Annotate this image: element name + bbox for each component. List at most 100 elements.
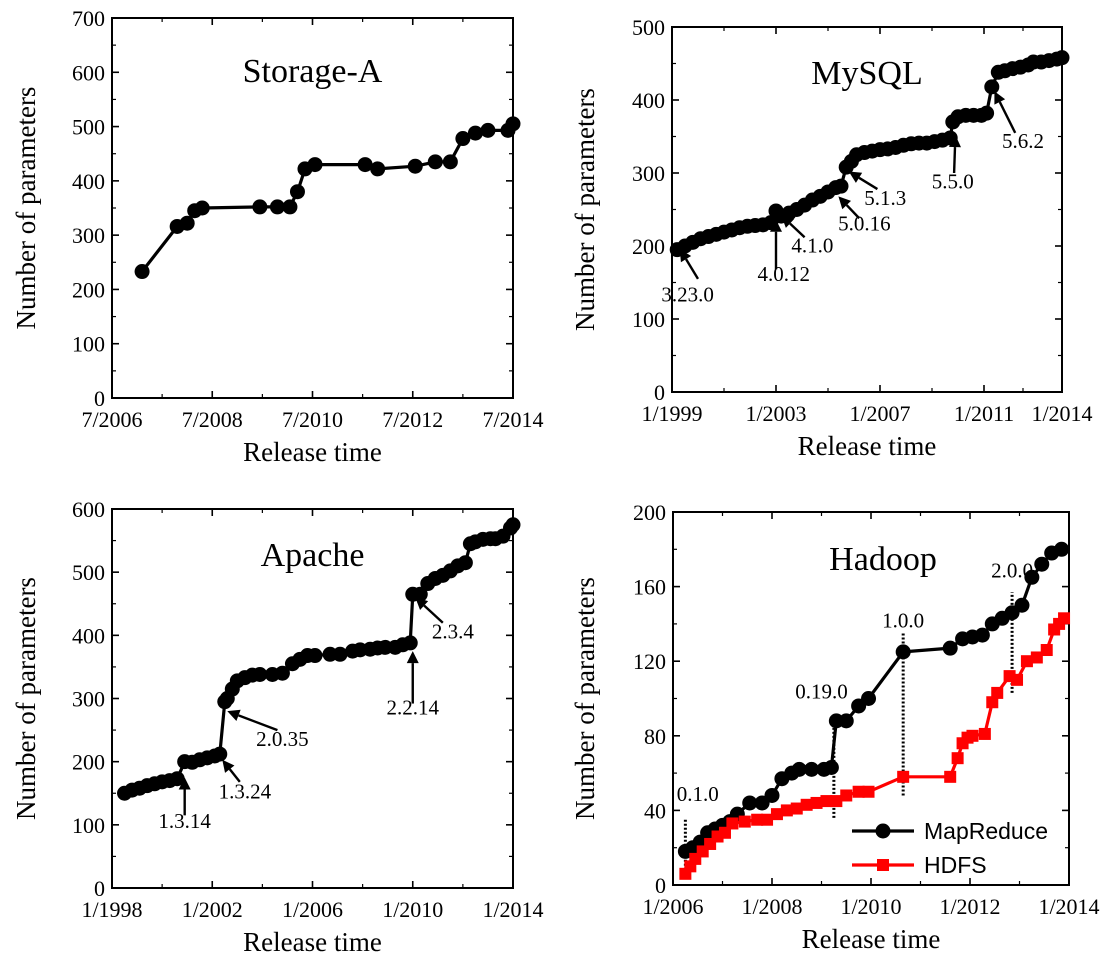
y-tick-label: 0 xyxy=(94,386,105,411)
x-tick-label: 1/2012 xyxy=(939,894,1000,919)
y-tick-label: 300 xyxy=(72,223,105,248)
x-axis-title: Release time xyxy=(798,431,937,461)
data-point xyxy=(307,648,323,664)
series-hdfs xyxy=(679,612,1071,880)
annotation-arrow-shaft xyxy=(998,101,1017,134)
annotation-arrow-shaft xyxy=(685,258,700,280)
y-tick-label: 700 xyxy=(72,6,105,31)
chart-panel-apache: 0 100 200 300 400 500 600 1/1998 1/2002 1/2006 1/2… xyxy=(11,497,544,957)
x-tick-label: 1/2014 xyxy=(1031,401,1092,426)
legend: MapReduce HDFS xyxy=(852,818,1048,878)
chart-panel-storage-a: 0 100 200 300 400 500 600 700 7/2006 7/2008 7/2010… xyxy=(11,6,544,467)
data-point xyxy=(823,760,839,776)
data-point xyxy=(212,746,228,762)
data-point xyxy=(269,199,285,215)
data-point xyxy=(1054,50,1070,66)
y-tick-label: 100 xyxy=(72,813,105,838)
data-point xyxy=(895,644,911,660)
data-point xyxy=(800,798,813,811)
data-point xyxy=(370,161,386,177)
annotation-3-23-0: 3.23.0 xyxy=(661,248,714,306)
data-point xyxy=(944,770,957,783)
x-axis-title: Release time xyxy=(243,437,382,467)
data-point xyxy=(951,752,964,765)
x-tick-label: 1/2014 xyxy=(1038,894,1099,919)
annotation-label: 5.6.2 xyxy=(1002,129,1044,153)
annotation-2-2-14: 2.2.14 xyxy=(387,651,440,719)
data-point xyxy=(897,770,910,783)
data-point xyxy=(1054,541,1070,557)
annotation-label: 4.1.0 xyxy=(791,234,833,258)
series-line xyxy=(140,122,515,273)
data-point xyxy=(942,640,958,656)
y-tick-label: 100 xyxy=(72,332,105,357)
data-point xyxy=(804,761,820,777)
y-tick-label: 120 xyxy=(633,649,666,674)
annotation-4-1-0: 4.1.0 xyxy=(781,215,833,258)
data-point xyxy=(505,517,521,533)
y-axis-title: Number of parameters xyxy=(570,88,600,331)
x-tick-label: 7/2014 xyxy=(482,407,543,432)
series-line xyxy=(117,517,521,801)
legend-label: MapReduce xyxy=(924,818,1048,844)
y-tick-label: 80 xyxy=(644,724,666,749)
data-point xyxy=(252,666,268,682)
data-point xyxy=(820,795,833,808)
y-tick-label: 160 xyxy=(633,575,666,600)
x-tick-label: 1/2014 xyxy=(482,897,543,922)
data-point xyxy=(979,105,995,121)
annotation-5-1-3: 5.1.3 xyxy=(848,171,906,210)
data-point xyxy=(991,686,1004,699)
data-point xyxy=(332,646,348,662)
x-tick-label: 7/2012 xyxy=(382,407,443,432)
annotation-1-3-14: 1.3.14 xyxy=(158,777,211,833)
annotation-5-0-16: 5.0.16 xyxy=(838,196,891,236)
annotation-label: 5.5.0 xyxy=(932,169,974,193)
legend-label: HDFS xyxy=(924,852,987,878)
y-tick-label: 500 xyxy=(72,560,105,585)
data-point xyxy=(718,826,731,839)
annotation-arrow-head xyxy=(227,709,241,721)
data-point xyxy=(402,635,418,651)
annotation-label: 1.0.0 xyxy=(882,609,924,633)
series-mapreduce xyxy=(677,541,1070,859)
data-point xyxy=(179,215,195,231)
data-point xyxy=(840,789,853,802)
data-point xyxy=(134,264,150,280)
x-tick-label: 1/2003 xyxy=(745,401,806,426)
annotation-label: 2.3.4 xyxy=(432,619,475,643)
annotation-arrow-shaft xyxy=(228,768,241,783)
data-point xyxy=(742,795,758,811)
panel-title: MySQL xyxy=(811,55,922,92)
x-tick-label: 1/2008 xyxy=(741,894,802,919)
annotation-arrow-head xyxy=(848,171,863,183)
data-point xyxy=(1020,655,1033,668)
data-point xyxy=(838,713,854,729)
data-point xyxy=(770,808,783,821)
x-tick-label: 7/2010 xyxy=(282,407,343,432)
annotation-arrow-shaft xyxy=(238,714,278,732)
chart-panel-hadoop: 0 40 80 120 160 200 1/2006 1/2008 1/2010 1/2012 1/… xyxy=(570,500,1100,954)
y-tick-label: 200 xyxy=(72,277,105,302)
data-point xyxy=(780,804,793,817)
annotation-arrow-head xyxy=(178,777,191,790)
x-tick-label: 1/2006 xyxy=(282,897,343,922)
data-point xyxy=(289,184,305,200)
y-axis-title: Number of parameters xyxy=(11,87,41,330)
x-tick-label: 1/2006 xyxy=(642,894,703,919)
y-tick-label: 600 xyxy=(72,497,105,522)
chart-panel-mysql: 0 100 200 300 400 500 1/1999 1/2003 1/2007 1/2011… xyxy=(570,15,1093,461)
annotation-label: 2.2.14 xyxy=(387,695,440,719)
data-point xyxy=(726,817,739,830)
data-point xyxy=(505,116,521,132)
y-axis-title: Number of parameters xyxy=(570,577,600,820)
data-point xyxy=(833,178,849,194)
data-point xyxy=(1011,673,1024,686)
data-point xyxy=(790,802,803,815)
data-point xyxy=(274,665,290,681)
data-point xyxy=(791,761,807,777)
x-tick-label: 1/2011 xyxy=(954,401,1014,426)
y-tick-label: 400 xyxy=(72,623,105,648)
series-line xyxy=(134,116,521,280)
